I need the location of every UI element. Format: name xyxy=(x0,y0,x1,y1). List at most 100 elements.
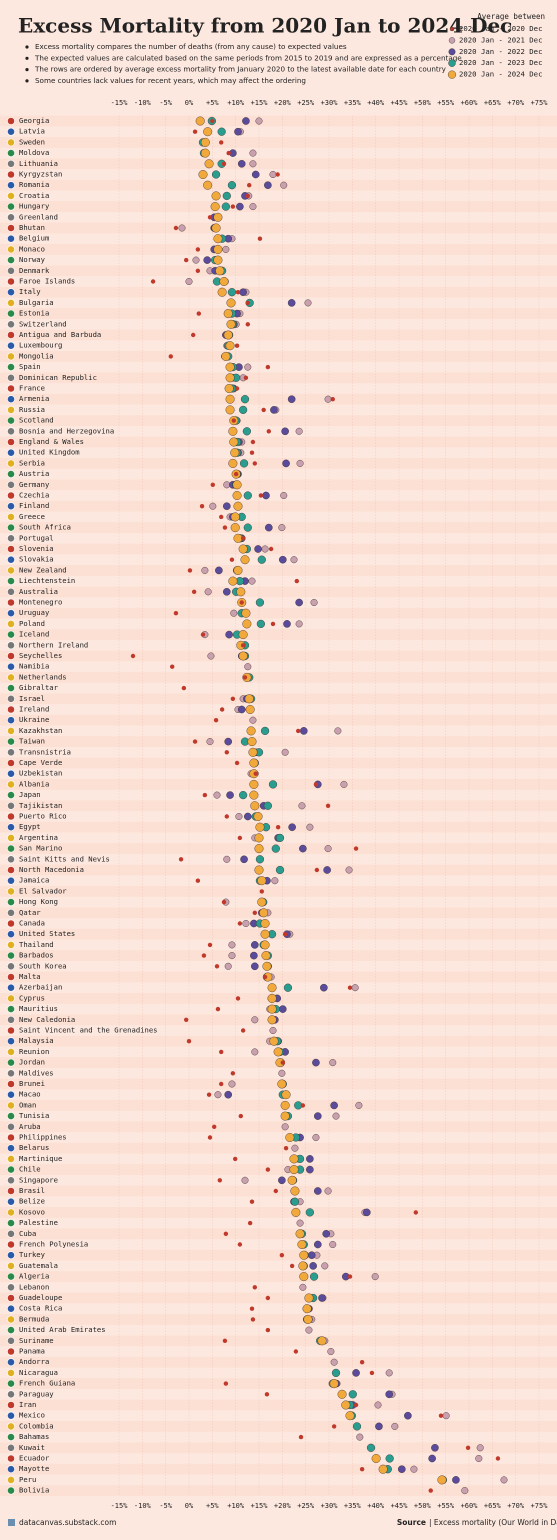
dot xyxy=(242,920,250,928)
dot xyxy=(378,1464,388,1474)
dot xyxy=(211,191,221,201)
bullet xyxy=(25,45,29,49)
dot xyxy=(219,1049,224,1055)
dot xyxy=(186,1039,192,1044)
dot xyxy=(240,395,250,404)
dot xyxy=(271,844,280,853)
dot xyxy=(266,429,272,434)
y-tick-label: Paraguay xyxy=(19,1389,54,1398)
y-tick-label: Cape Verde xyxy=(19,758,62,767)
flag xyxy=(7,1486,15,1495)
flag xyxy=(7,1433,15,1441)
y-tick-label: North Macedonia xyxy=(19,865,84,874)
row-band xyxy=(0,1271,557,1282)
row-band xyxy=(0,372,557,384)
y-tick-label: Antigua and Barbuda xyxy=(19,330,101,339)
dot xyxy=(233,565,243,575)
y-tick-label: Armenia xyxy=(19,394,49,403)
dot xyxy=(351,984,359,992)
dot xyxy=(252,461,258,466)
dot xyxy=(264,181,272,189)
source: | Excess mortality (Our World in Data) xyxy=(429,1518,557,1527)
dot xyxy=(173,611,179,616)
dot xyxy=(385,1369,393,1377)
dot xyxy=(251,1048,259,1056)
dot xyxy=(278,1069,286,1077)
flag xyxy=(7,1422,15,1431)
row-band xyxy=(0,1485,557,1496)
dot xyxy=(191,332,196,338)
y-tick-label: Peru xyxy=(19,1475,36,1484)
dot xyxy=(243,523,252,532)
dot xyxy=(219,277,229,287)
credit: datacanvas.substack.com xyxy=(19,1518,116,1527)
dot xyxy=(268,546,274,552)
dot xyxy=(130,653,136,659)
flag xyxy=(7,1015,15,1024)
x-tick-label: +10% xyxy=(227,1502,245,1510)
dot xyxy=(476,1444,484,1452)
dot xyxy=(352,1369,360,1377)
y-tick-label: Hungary xyxy=(19,202,50,211)
dot xyxy=(280,1060,286,1065)
y-tick-label: Israel xyxy=(19,694,45,703)
dot xyxy=(306,823,314,831)
x-tick-label: -15% xyxy=(111,99,129,107)
dot xyxy=(279,555,287,564)
dot xyxy=(385,1454,394,1463)
dot xyxy=(215,566,223,575)
flag xyxy=(7,513,15,521)
dot xyxy=(213,244,223,254)
y-tick-label: Iceland xyxy=(19,630,49,639)
flag xyxy=(7,1369,15,1377)
dot xyxy=(251,962,259,971)
note: The expected values are calculated based… xyxy=(34,53,462,62)
dot xyxy=(250,439,256,445)
y-tick-label: Kuwait xyxy=(19,1443,45,1452)
dot xyxy=(235,813,243,821)
dot xyxy=(314,1112,322,1120)
dot xyxy=(224,814,230,819)
flag xyxy=(7,491,15,500)
legend-label: 2020 Jan - 2020 Dec xyxy=(459,24,542,33)
y-tick-label: Moldova xyxy=(19,148,49,157)
y-tick-label: Poland xyxy=(19,619,45,628)
dot xyxy=(295,598,303,607)
flag xyxy=(7,534,15,543)
dot xyxy=(200,632,206,637)
y-tick-label: Gibraltar xyxy=(19,683,59,692)
flag xyxy=(7,213,15,222)
flag xyxy=(7,823,15,832)
dot xyxy=(280,492,288,500)
y-tick-label: Romania xyxy=(19,180,49,189)
dot xyxy=(209,502,217,510)
dot xyxy=(330,397,335,402)
dot xyxy=(184,257,189,263)
dot xyxy=(230,1071,236,1076)
dot xyxy=(255,822,265,832)
dot xyxy=(334,727,342,735)
dot xyxy=(265,1295,271,1301)
note: Some countries lack values for recent ye… xyxy=(35,76,306,85)
dot xyxy=(353,1402,359,1408)
y-tick-label: Belgium xyxy=(19,234,49,243)
dot xyxy=(253,812,263,822)
dot xyxy=(226,319,236,329)
row-band xyxy=(0,1356,557,1368)
dot xyxy=(275,833,285,843)
flag xyxy=(7,1229,15,1238)
dot xyxy=(247,183,252,188)
flag xyxy=(7,951,15,960)
dot xyxy=(295,620,303,628)
x-tick-label: +65% xyxy=(484,99,502,107)
dot xyxy=(263,801,272,810)
dot xyxy=(203,256,212,264)
row-band xyxy=(0,1292,557,1304)
flag xyxy=(7,716,15,725)
x-tick-label: -10% xyxy=(134,99,152,107)
dot xyxy=(237,1242,243,1247)
flag xyxy=(7,480,15,489)
dot xyxy=(281,1090,291,1100)
dot xyxy=(391,1422,399,1430)
row-band xyxy=(0,1399,557,1411)
